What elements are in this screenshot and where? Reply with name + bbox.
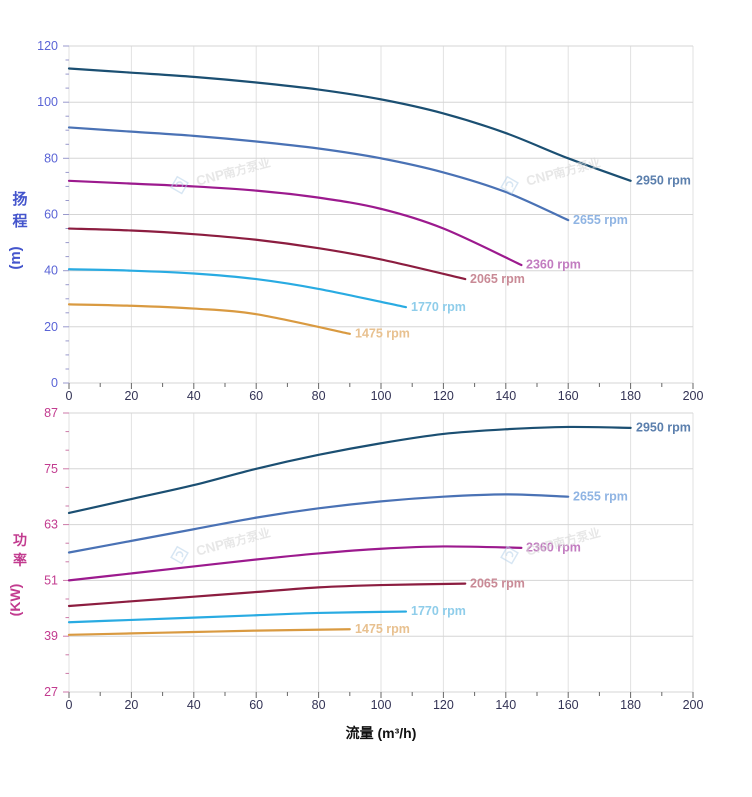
- svg-text:2065 rpm: 2065 rpm: [470, 576, 525, 590]
- svg-text:程: 程: [12, 213, 27, 230]
- svg-text:39: 39: [44, 629, 58, 643]
- svg-text:40: 40: [44, 264, 58, 278]
- svg-text:1475 rpm: 1475 rpm: [355, 622, 410, 636]
- svg-text:2655 rpm: 2655 rpm: [573, 489, 628, 503]
- svg-text:100: 100: [37, 95, 58, 109]
- svg-text:100: 100: [371, 389, 392, 403]
- svg-text:(m): (m): [7, 246, 24, 269]
- svg-text:80: 80: [312, 389, 326, 403]
- svg-text:80: 80: [44, 151, 58, 165]
- svg-text:20: 20: [44, 320, 58, 334]
- svg-text:2360 rpm: 2360 rpm: [526, 258, 581, 272]
- svg-text:200: 200: [683, 389, 704, 403]
- svg-text:80: 80: [312, 698, 326, 712]
- svg-text:60: 60: [44, 208, 58, 222]
- svg-text:160: 160: [558, 389, 579, 403]
- svg-text:2950 rpm: 2950 rpm: [636, 421, 691, 435]
- svg-text:0: 0: [66, 389, 73, 403]
- svg-text:流量 (m³/h): 流量 (m³/h): [346, 725, 417, 741]
- svg-text:0: 0: [66, 698, 73, 712]
- svg-text:27: 27: [44, 685, 58, 699]
- svg-text:20: 20: [124, 698, 138, 712]
- svg-text:(KW): (KW): [7, 584, 23, 617]
- svg-text:率: 率: [13, 552, 27, 568]
- svg-text:扬: 扬: [12, 190, 27, 208]
- svg-text:1770 rpm: 1770 rpm: [411, 604, 466, 618]
- svg-text:20: 20: [124, 389, 138, 403]
- svg-text:1770 rpm: 1770 rpm: [411, 300, 466, 314]
- svg-text:60: 60: [249, 698, 263, 712]
- svg-text:120: 120: [37, 39, 58, 53]
- svg-text:功: 功: [13, 532, 27, 548]
- svg-text:2065 rpm: 2065 rpm: [470, 272, 525, 286]
- svg-text:2950 rpm: 2950 rpm: [636, 174, 691, 188]
- svg-text:140: 140: [495, 389, 516, 403]
- svg-text:60: 60: [249, 389, 263, 403]
- svg-text:200: 200: [683, 698, 704, 712]
- svg-text:75: 75: [44, 462, 58, 476]
- svg-text:40: 40: [187, 698, 201, 712]
- svg-text:120: 120: [433, 698, 454, 712]
- svg-text:180: 180: [620, 698, 641, 712]
- svg-text:87: 87: [44, 406, 58, 420]
- svg-text:51: 51: [44, 573, 58, 587]
- svg-text:0: 0: [51, 376, 58, 390]
- svg-text:40: 40: [187, 389, 201, 403]
- svg-text:120: 120: [433, 389, 454, 403]
- svg-text:63: 63: [44, 518, 58, 532]
- svg-text:1475 rpm: 1475 rpm: [355, 327, 410, 341]
- svg-text:180: 180: [620, 389, 641, 403]
- svg-text:160: 160: [558, 698, 579, 712]
- svg-text:2655 rpm: 2655 rpm: [573, 213, 628, 227]
- svg-text:140: 140: [495, 698, 516, 712]
- svg-text:100: 100: [371, 698, 392, 712]
